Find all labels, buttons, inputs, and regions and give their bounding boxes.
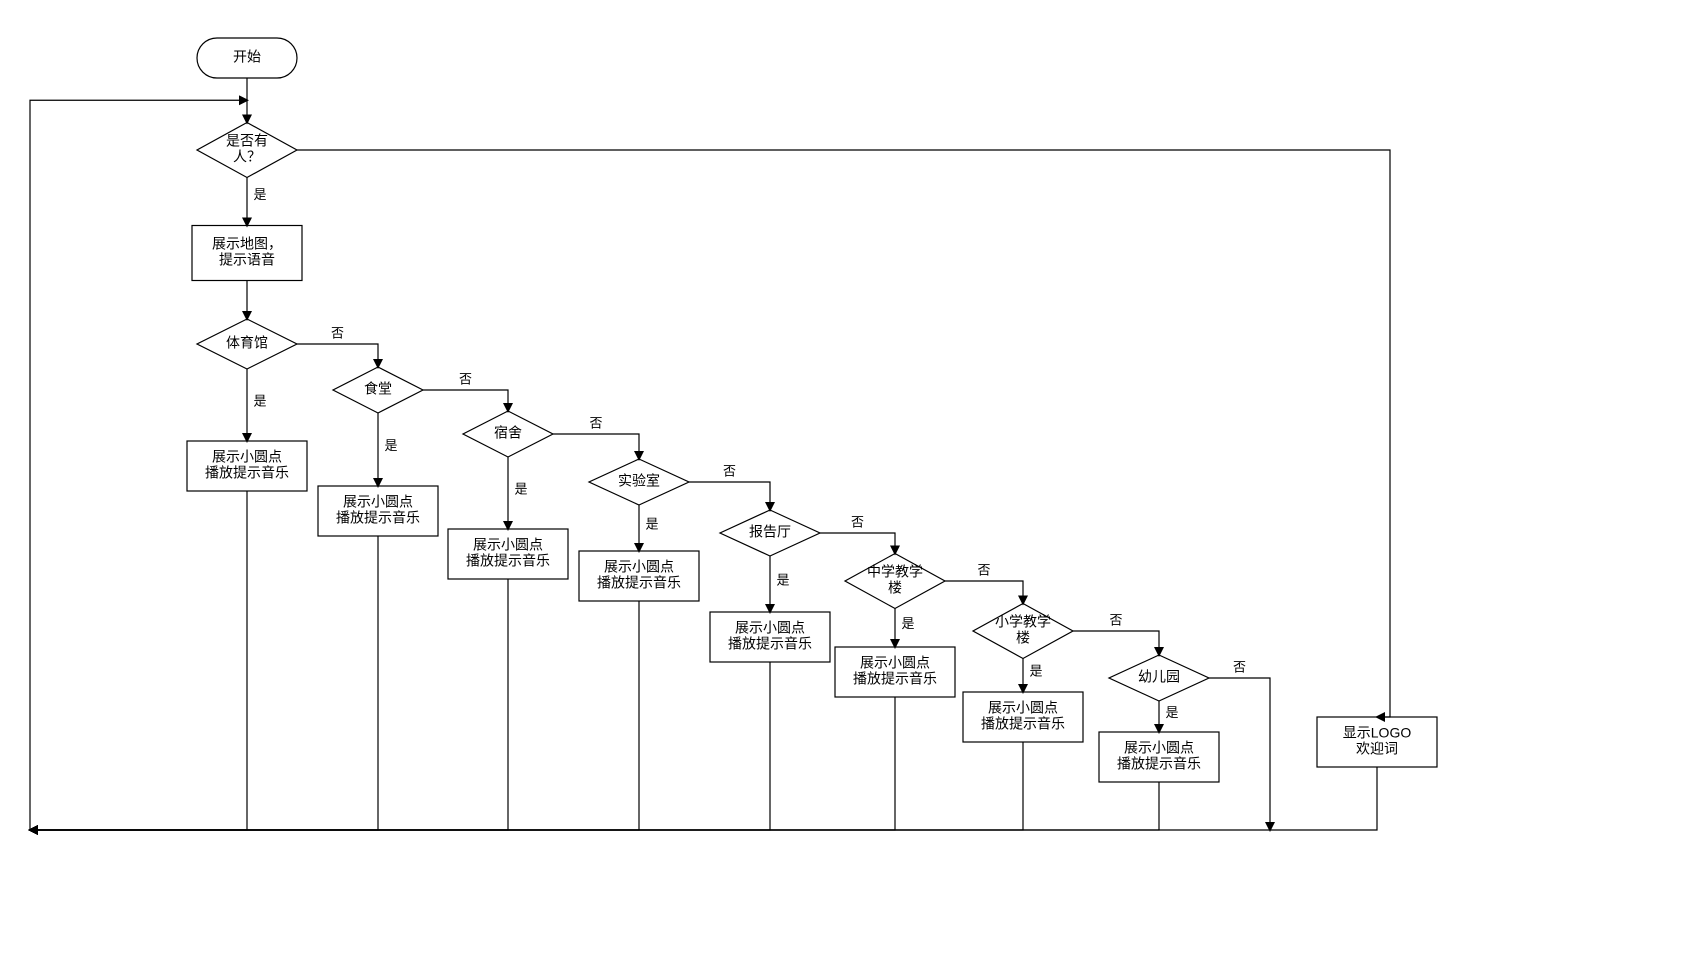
node-d_gym-label: 体育馆 [226,335,268,351]
node-p_prim-label: 播放提示音乐 [981,716,1065,732]
edge-label: 否 [977,562,990,577]
node-d_mid-label: 楼 [888,580,902,596]
node-p_logo: 显示LOGO欢迎词 [1317,717,1437,767]
edge-label: 是 [645,516,658,531]
node-p_cant-label: 展示小圆点 [343,494,413,510]
node-p_gym-label: 播放提示音乐 [205,465,289,481]
flow-edge [30,782,1159,830]
node-p_hall-label: 播放提示音乐 [728,636,812,652]
node-p_kind-label: 播放提示音乐 [1117,756,1201,772]
node-d_gym: 体育馆 [197,319,297,369]
node-p_kind-label: 展示小圆点 [1124,740,1194,756]
node-p_gym: 展示小圆点播放提示音乐 [187,441,307,491]
flow-edge [1073,631,1159,655]
node-d_prim: 小学教学楼 [973,604,1073,659]
node-p_lab: 展示小圆点播放提示音乐 [579,551,699,601]
node-p_gym-label: 展示小圆点 [212,449,282,465]
node-p_mid-label: 播放提示音乐 [853,671,937,687]
node-p_kind: 展示小圆点播放提示音乐 [1099,732,1219,782]
flow-edge [30,491,247,830]
node-d_dorm: 宿舍 [463,411,553,457]
node-p_logo-label: 显示LOGO [1343,725,1412,741]
flow-edge [945,581,1023,604]
node-d_kind: 幼儿园 [1109,655,1209,701]
edge-label: 否 [851,514,864,529]
node-p_cant-label: 播放提示音乐 [336,510,420,526]
node-p_mid-label: 展示小圆点 [860,655,930,671]
node-d_prim-label: 楼 [1016,630,1030,646]
node-p_cant: 展示小圆点播放提示音乐 [318,486,438,536]
node-start-label: 开始 [233,49,261,65]
node-d_dorm-label: 宿舍 [494,425,522,441]
edge-label: 否 [1109,612,1122,627]
node-p_map-label: 提示语音 [219,252,275,268]
node-start: 开始 [197,38,297,78]
node-p_logo-label: 欢迎词 [1356,741,1398,757]
node-p_dorm-label: 播放提示音乐 [466,553,550,569]
edge-label: 是 [384,438,397,453]
flow-edge [30,601,639,830]
node-d_person-label: 是否有 [226,133,268,149]
node-p_lab-label: 播放提示音乐 [597,575,681,591]
flow-edge [553,434,639,459]
node-p_hall-label: 展示小圆点 [735,620,805,636]
flow-edge [689,482,770,510]
node-d_kind-label: 幼儿园 [1138,669,1180,685]
flow-edge [297,150,1390,717]
node-d_cant-label: 食堂 [364,381,392,397]
node-p_mid: 展示小圆点播放提示音乐 [835,647,955,697]
flow-edge [297,344,378,367]
node-p_dorm: 展示小圆点播放提示音乐 [448,529,568,579]
edge-label: 是 [776,572,789,587]
flow-edge [30,536,378,830]
node-p_prim: 展示小圆点播放提示音乐 [963,692,1083,742]
node-d_lab-label: 实验室 [618,473,660,489]
edge-label: 是 [1029,664,1042,679]
edge-label: 否 [589,415,602,430]
node-d_person: 是否有人？ [197,123,297,178]
edge-label: 是 [1165,705,1178,720]
edge-label: 是 [514,481,527,496]
edge-label: 是 [901,616,914,631]
node-p_hall: 展示小圆点播放提示音乐 [710,612,830,662]
flow-edge [30,742,1023,830]
node-p_dorm-label: 展示小圆点 [473,537,543,553]
node-d_mid-label: 中学教学 [867,564,923,580]
node-d_hall: 报告厅 [720,510,820,556]
edge-label: 否 [1233,659,1246,674]
flow-edge [423,390,508,411]
node-p_lab-label: 展示小圆点 [604,559,674,575]
node-p_prim-label: 展示小圆点 [988,700,1058,716]
flow-edge [30,697,895,830]
node-d_lab: 实验室 [589,459,689,505]
edge-label: 是 [253,187,266,202]
node-p_map: 展示地图，提示语音 [192,226,302,281]
edge-label: 否 [331,325,344,340]
node-d_cant: 食堂 [333,367,423,413]
node-d_person-label: 人？ [233,149,261,165]
edge-label: 否 [459,371,472,386]
flow-edge [30,662,770,830]
flowchart-canvas: 开始是否有人？展示地图，提示语音体育馆展示小圆点播放提示音乐食堂展示小圆点播放提… [0,0,1705,973]
flow-edge [30,579,508,830]
node-p_map-label: 展示地图， [212,236,282,252]
flow-edge [820,533,895,554]
node-d_mid: 中学教学楼 [845,554,945,609]
edge-label: 否 [723,463,736,478]
edge-label: 是 [253,393,266,408]
node-d_hall-label: 报告厅 [749,524,791,540]
node-d_prim-label: 小学教学 [995,614,1051,630]
